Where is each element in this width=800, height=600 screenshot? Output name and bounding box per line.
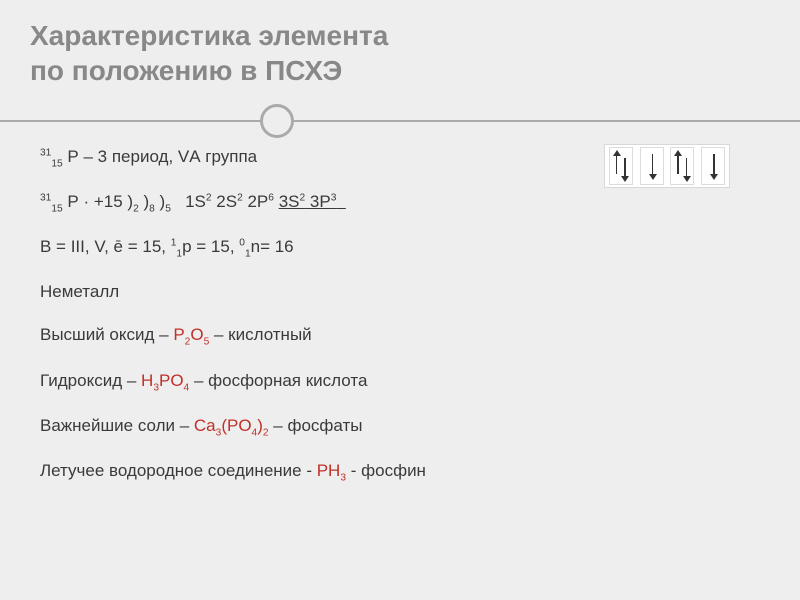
metal-class-line: Неметалл: [40, 281, 760, 304]
oxide-formula: P2O5: [173, 325, 209, 344]
hydroxide-label: Гидроксид –: [40, 371, 141, 390]
divider-circle: [260, 104, 294, 138]
orbital-cell: [670, 147, 694, 185]
title-line-1: Характеристика элемента: [30, 20, 388, 51]
hydroxide-formula: H3PO4: [141, 371, 189, 390]
period-group: 3 период, VА группа: [98, 147, 257, 166]
hydroxide-after: – фосфорная кислота: [194, 371, 367, 390]
spin-down-icon: [652, 154, 654, 178]
spin-up-icon: [677, 152, 679, 174]
spin-up-icon: [616, 152, 618, 174]
orbital-cell: [701, 147, 725, 185]
period-group-line: 3115 Р – 3 период, VА группа: [40, 146, 760, 171]
orbital-cell: [609, 147, 633, 185]
salts-formula: Ca3(PO4)2: [194, 416, 269, 435]
oxide-label: Высший оксид –: [40, 325, 173, 344]
hydroxide-line: Гидроксид – H3PO4 – фосфорная кислота: [40, 370, 760, 395]
particles-line: В = III, V, ē = 15, 11p = 15, 01n= 16: [40, 236, 760, 261]
hydride-line: Летучее водородное соединение - PH3 - фо…: [40, 460, 760, 485]
nucleus-shells: Р · +15 )2 )8 )5: [67, 192, 170, 211]
orbital-diagram: [604, 144, 730, 188]
oxide-after: – кислотный: [214, 325, 312, 344]
electron-config-line: 3115 Р · +15 )2 )8 )5 1S2 2S2 2Р6 3S2 3Р…: [40, 191, 760, 216]
element-symbol: Р –: [67, 147, 97, 166]
mass-number: 31: [40, 147, 51, 158]
slide-title: Характеристика элемента по положению в П…: [30, 18, 770, 88]
atomic-number: 15: [51, 204, 62, 215]
metal-class: Неметалл: [40, 282, 119, 301]
spin-down-icon: [713, 154, 715, 178]
title-line-2: по положению в ПСХЭ: [30, 55, 342, 86]
mass-number: 31: [40, 193, 51, 204]
atomic-number: 15: [51, 158, 62, 169]
config-valence: 3S2 3Р3: [279, 192, 346, 211]
slide-header: Характеристика элемента по положению в П…: [0, 0, 800, 96]
divider-line: [0, 120, 800, 122]
salts-after: – фосфаты: [273, 416, 362, 435]
slide-content: 3115 Р – 3 период, VА группа 3115 Р · +1…: [0, 140, 800, 525]
salts-line: Важнейшие соли – Ca3(PO4)2 – фосфаты: [40, 415, 760, 440]
spin-down-icon: [624, 158, 626, 180]
hydride-formula: PH3: [317, 461, 346, 480]
oxide-line: Высший оксид – P2O5 – кислотный: [40, 324, 760, 349]
divider: [0, 100, 800, 140]
salts-label: Важнейшие соли –: [40, 416, 194, 435]
spin-down-icon: [686, 158, 688, 180]
config-inner: 1S2 2S2 2Р6: [176, 192, 279, 211]
hydride-after: - фосфин: [351, 461, 426, 480]
orbital-cell: [640, 147, 664, 185]
hydride-label: Летучее водородное соединение -: [40, 461, 317, 480]
particles-text: В = III, V, ē = 15, 11p = 15, 01n= 16: [40, 237, 294, 256]
